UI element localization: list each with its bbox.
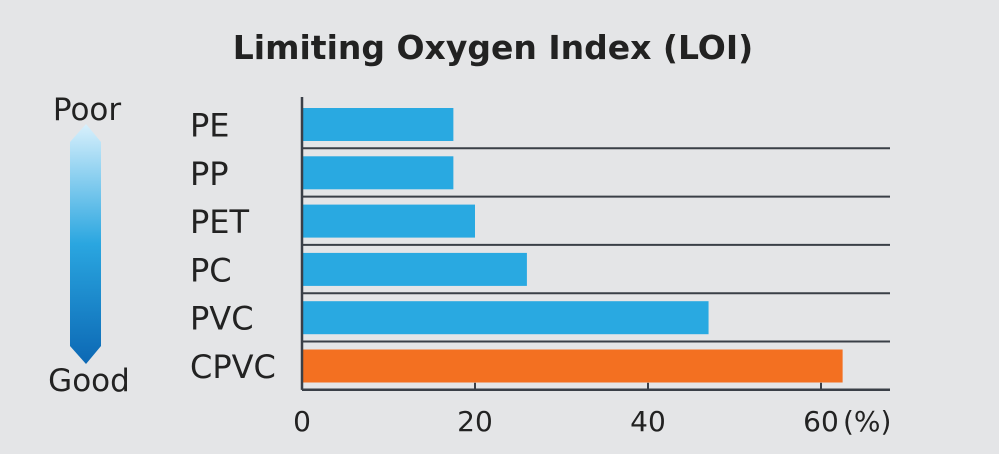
scale-bottom-label: Good bbox=[48, 363, 130, 399]
bar-pet bbox=[302, 204, 475, 238]
category-label-pet: PET bbox=[190, 203, 250, 241]
category-label-pvc: PVC bbox=[190, 300, 254, 338]
x-tick-label: 20 bbox=[457, 405, 493, 438]
category-label-pc: PC bbox=[190, 251, 232, 289]
category-label-cpvc: CPVC bbox=[190, 348, 276, 386]
chart-title: Limiting Oxygen Index (LOI) bbox=[233, 28, 753, 67]
bar-cpvc bbox=[302, 349, 843, 383]
bar-pp bbox=[302, 156, 454, 190]
x-tick-label: 0 bbox=[293, 405, 311, 438]
quality-scale-arrow bbox=[70, 124, 101, 364]
plot-area: PE PP PET PC PVC CPVC 0 20 40 60 (%) bbox=[190, 97, 891, 438]
bar-pvc bbox=[302, 301, 709, 335]
x-tick-label: 60 bbox=[803, 405, 839, 438]
bar-pc bbox=[302, 252, 527, 286]
x-tick-label: 40 bbox=[630, 405, 666, 438]
category-label-pe: PE bbox=[190, 107, 230, 145]
bar-pe bbox=[302, 108, 454, 141]
x-unit-label: (%) bbox=[843, 405, 891, 438]
scale-top-label: Poor bbox=[53, 92, 122, 128]
category-label-pp: PP bbox=[190, 155, 229, 193]
